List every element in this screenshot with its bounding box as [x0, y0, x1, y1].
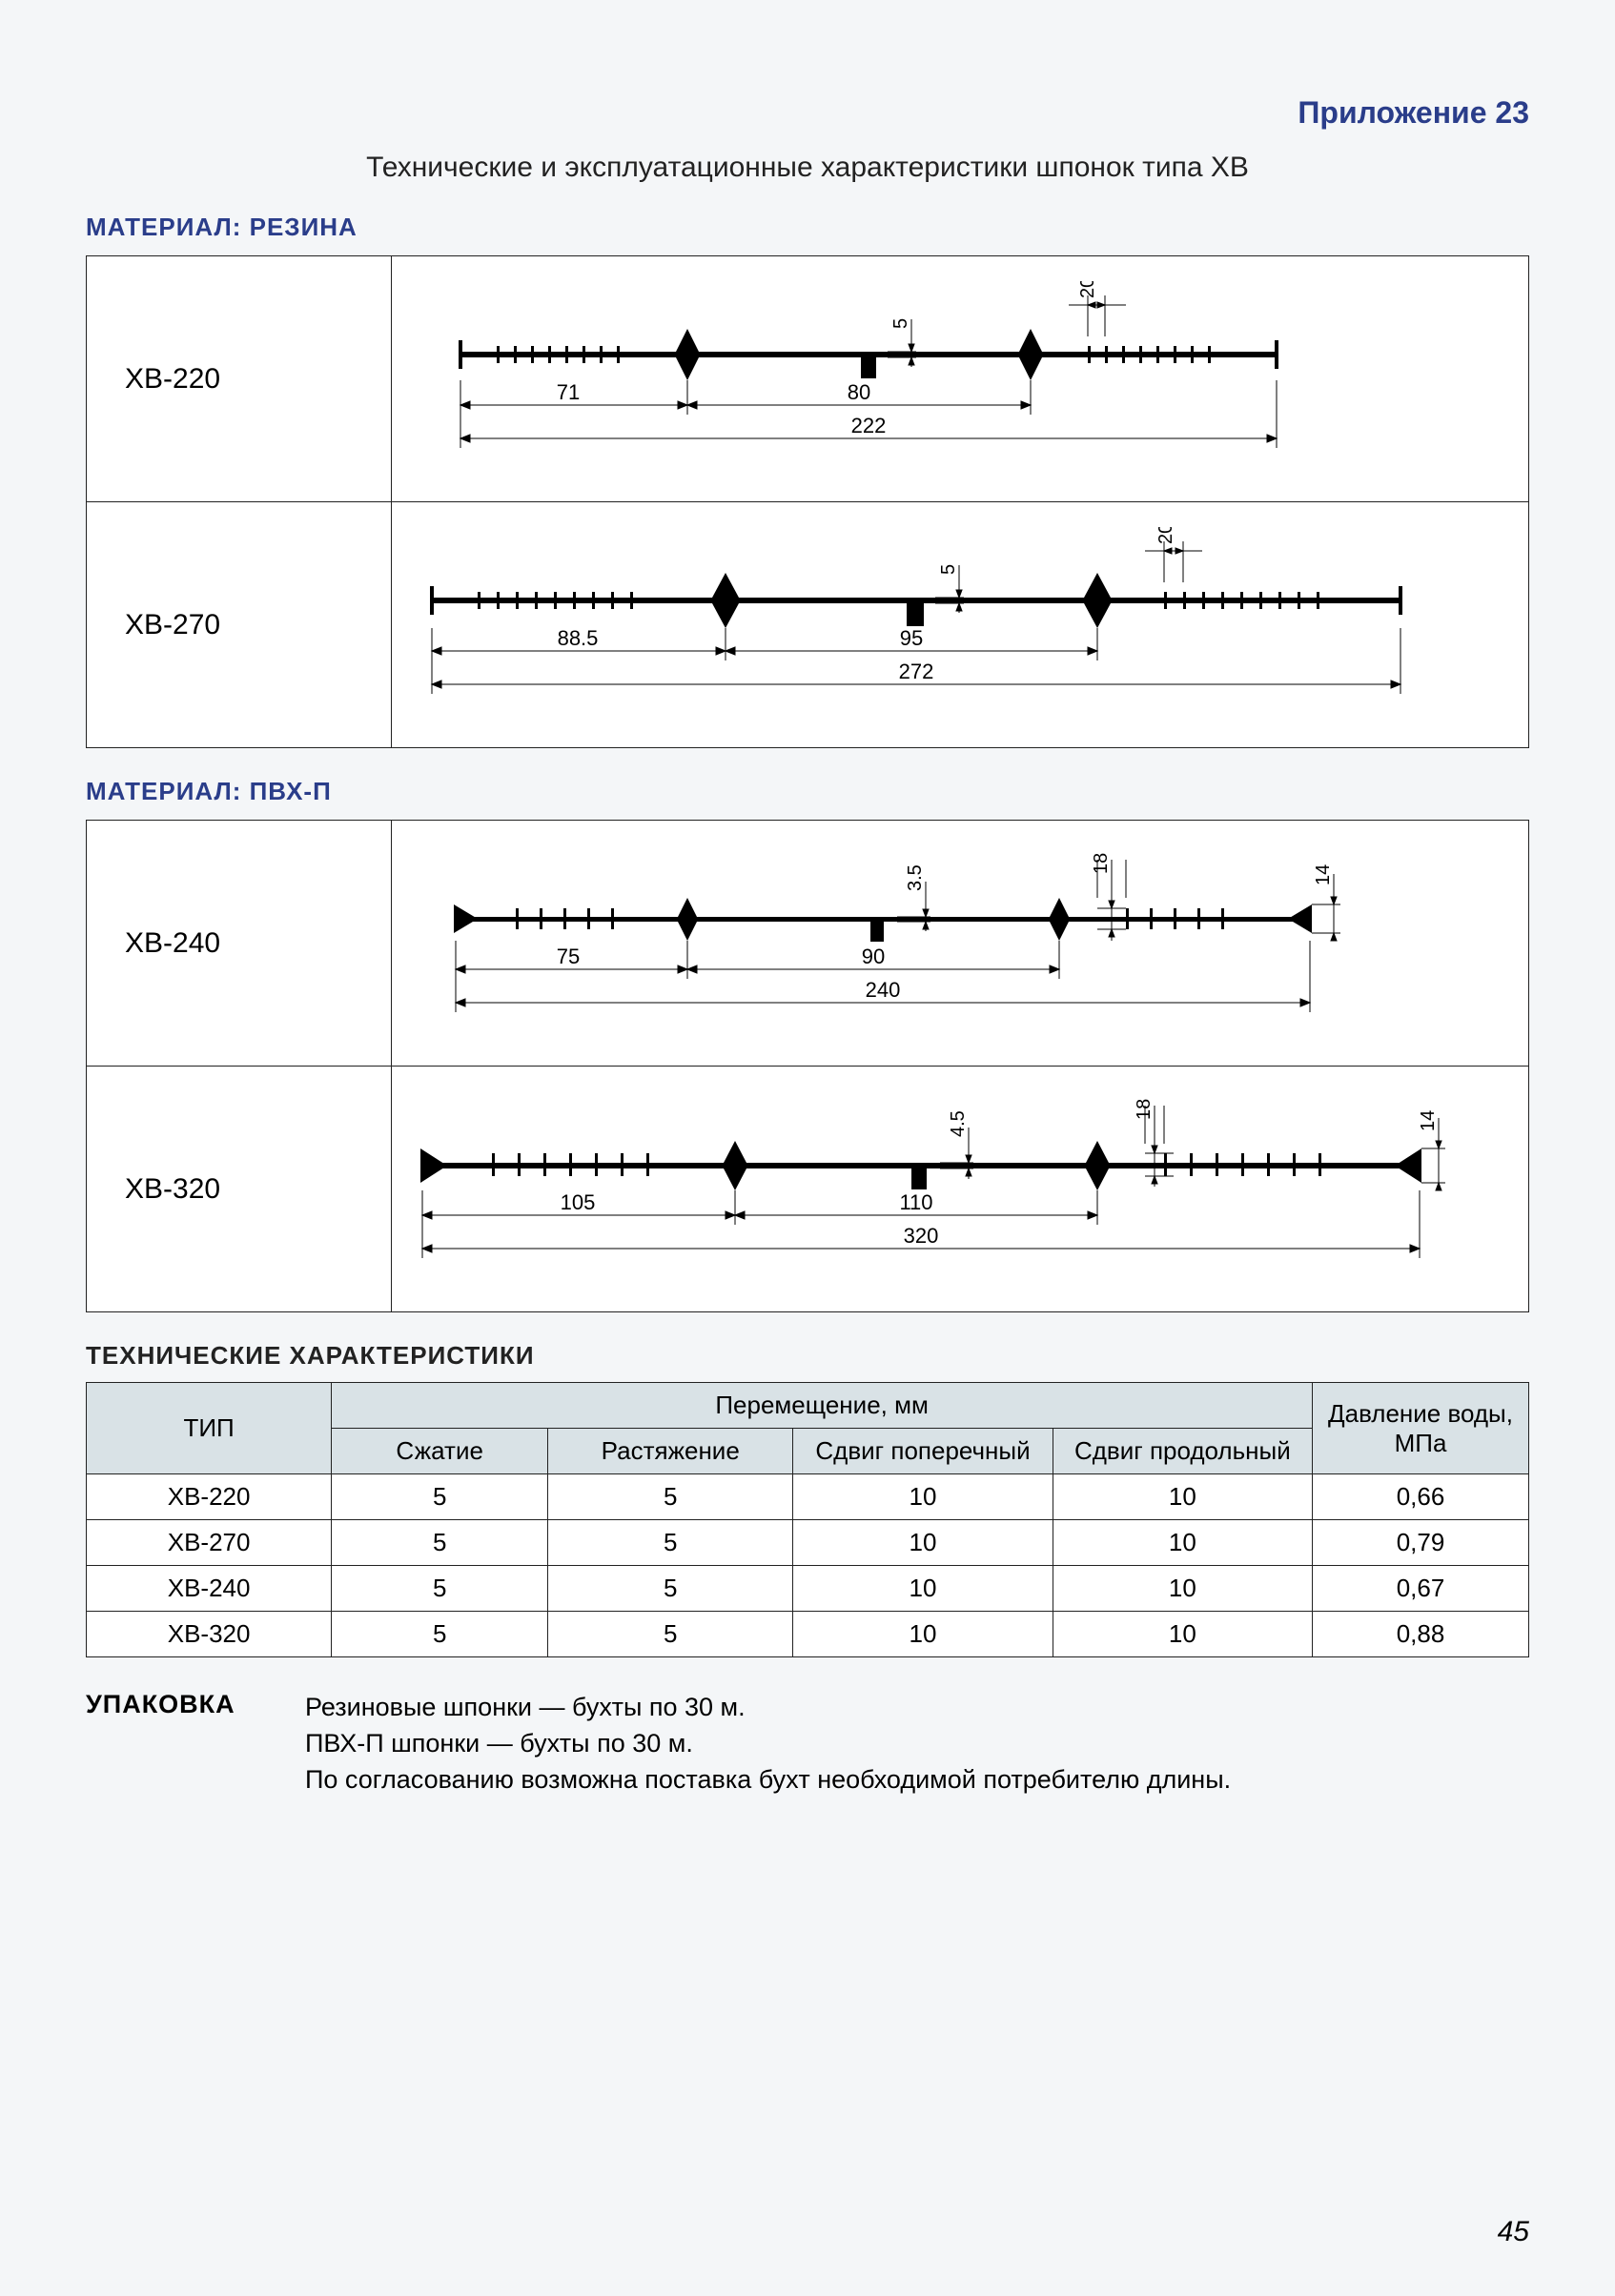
diagram-row-label: ХВ-240 [87, 821, 392, 1067]
cell: 10 [1053, 1520, 1312, 1566]
cell: 10 [793, 1474, 1053, 1520]
diagram-cell: 4.5 18 14 [392, 1067, 1529, 1312]
dim-end: 14 [1313, 864, 1334, 885]
packaging-line: ПВХ-П шпонки — бухты по 30 м. [305, 1726, 1231, 1762]
diagram-row-label: ХВ-320 [87, 1067, 392, 1312]
diagram-xb270: 5 20 88.5 95 [401, 527, 1509, 722]
dim-total: 320 [904, 1224, 939, 1248]
page-number: 45 [1498, 2216, 1529, 2248]
spec-header-movement: Перемещение, мм [332, 1383, 1313, 1429]
cell: 5 [332, 1474, 548, 1520]
dim-total: 240 [866, 978, 901, 1002]
dim-center: 110 [899, 1190, 932, 1214]
cell: ХВ-270 [87, 1520, 332, 1566]
dim-rib: 20 [1155, 527, 1176, 544]
cell: 10 [793, 1612, 1053, 1657]
packaging-section: УПАКОВКА Резиновые шпонки — бухты по 30 … [86, 1690, 1529, 1798]
cell: 5 [548, 1612, 793, 1657]
cell: 10 [1053, 1566, 1312, 1612]
diagram-row-label: ХВ-220 [87, 256, 392, 502]
packaging-line: Резиновые шпонки — бухты по 30 м. [305, 1690, 1231, 1726]
cell: 10 [1053, 1474, 1312, 1520]
diagram-table-pvc: ХВ-240 [86, 820, 1529, 1312]
dim-height: 3.5 [905, 864, 926, 891]
packaging-text: Резиновые шпонки — бухты по 30 м. ПВХ-П … [305, 1690, 1231, 1798]
dim-center: 95 [900, 626, 923, 650]
dim-height: 4.5 [948, 1110, 969, 1137]
material-rubber-title: МАТЕРИАЛ: РЕЗИНА [86, 213, 1529, 242]
cell: ХВ-220 [87, 1474, 332, 1520]
cell: 10 [793, 1566, 1053, 1612]
dim-rib: 20 [1077, 281, 1098, 298]
table-row: ХВ-320 5 5 10 10 0,88 [87, 1612, 1529, 1657]
diagram-table-rubber: ХВ-220 [86, 255, 1529, 748]
dim-height: 5 [938, 564, 959, 575]
dim-total: 222 [851, 414, 887, 437]
dim-center: 80 [848, 380, 870, 404]
table-row: ХВ-220 5 5 10 10 0,66 [87, 1474, 1529, 1520]
cell: 10 [793, 1520, 1053, 1566]
cell: 5 [548, 1520, 793, 1566]
cell: 0,67 [1313, 1566, 1529, 1612]
cell: 0,88 [1313, 1612, 1529, 1657]
cell: 5 [332, 1520, 548, 1566]
packaging-label: УПАКОВКА [86, 1690, 305, 1798]
diagram-xb240: 3.5 18 14 [401, 845, 1509, 1041]
dim-end: 14 [1418, 1110, 1439, 1131]
dim-rib: 18 [1091, 853, 1112, 874]
spec-header-shear-transverse: Сдвиг поперечный [793, 1429, 1053, 1474]
diagram-xb220: 5 20 71 [401, 281, 1509, 477]
dim-height: 5 [890, 318, 911, 329]
spec-header-shear-longitudinal: Сдвиг продольный [1053, 1429, 1312, 1474]
cell: 0,66 [1313, 1474, 1529, 1520]
cell: 0,79 [1313, 1520, 1529, 1566]
spec-header-type: ТИП [87, 1383, 332, 1474]
dim-left: 105 [561, 1190, 596, 1214]
dim-left: 88.5 [558, 626, 599, 650]
cell: 5 [548, 1474, 793, 1520]
cell: 5 [332, 1612, 548, 1657]
page-subtitle: Технические и эксплуатационные характери… [86, 152, 1529, 184]
packaging-line: По согласованию возможна поставка бухт н… [305, 1762, 1231, 1798]
tech-spec-title: ТЕХНИЧЕСКИЕ ХАРАКТЕРИСТИКИ [86, 1341, 1529, 1371]
dim-left: 71 [557, 380, 580, 404]
spec-header-pressure: Давление воды, МПа [1313, 1383, 1529, 1474]
cell: 5 [548, 1566, 793, 1612]
appendix-label: Приложение 23 [86, 95, 1529, 131]
cell: ХВ-240 [87, 1566, 332, 1612]
dim-center: 90 [862, 945, 885, 968]
dim-rib: 18 [1134, 1099, 1155, 1120]
dim-total: 272 [899, 660, 934, 683]
table-row: ХВ-240 5 5 10 10 0,67 [87, 1566, 1529, 1612]
cell: 10 [1053, 1612, 1312, 1657]
diagram-cell: 5 20 71 [392, 256, 1529, 502]
diagram-row-label: ХВ-270 [87, 502, 392, 748]
spec-header-compression: Сжатие [332, 1429, 548, 1474]
cell: ХВ-320 [87, 1612, 332, 1657]
diagram-cell: 5 20 88.5 95 [392, 502, 1529, 748]
dim-left: 75 [557, 945, 580, 968]
table-row: ХВ-270 5 5 10 10 0,79 [87, 1520, 1529, 1566]
diagram-xb320: 4.5 18 14 [401, 1091, 1509, 1287]
spec-table: ТИП Перемещение, мм Давление воды, МПа С… [86, 1382, 1529, 1657]
spec-header-tension: Растяжение [548, 1429, 793, 1474]
material-pvc-title: МАТЕРИАЛ: ПВХ-П [86, 777, 1529, 806]
cell: 5 [332, 1566, 548, 1612]
diagram-cell: 3.5 18 14 [392, 821, 1529, 1067]
